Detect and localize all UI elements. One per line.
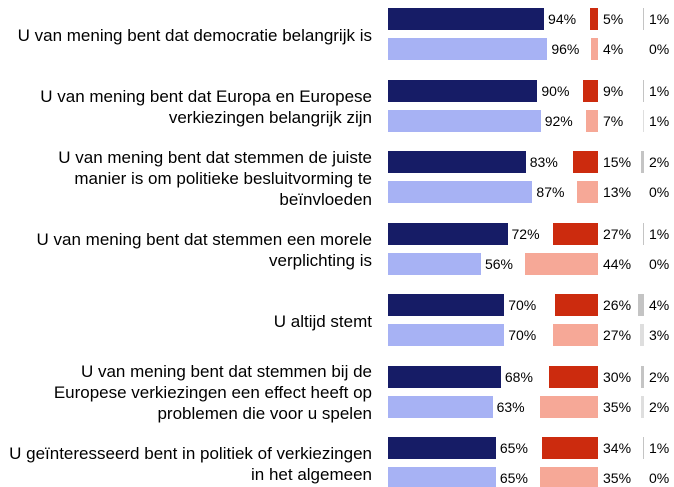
value-label: 56%: [484, 255, 513, 272]
bar: [589, 8, 598, 30]
bar: [573, 151, 598, 173]
value-label: 4%: [603, 41, 624, 57]
value-label: 94%: [548, 11, 577, 27]
category-label: U altijd stemt: [273, 311, 372, 331]
bar: [642, 109, 644, 132]
category-label: U van mening bent dat stemmen bij de Eur…: [53, 362, 372, 423]
value-label: 1%: [649, 440, 670, 456]
value-label: 0%: [649, 184, 670, 200]
bar: [388, 109, 541, 132]
bar: [388, 151, 526, 173]
value-label: 0%: [649, 41, 670, 57]
bar: [388, 222, 508, 245]
value-label: 13%: [603, 184, 632, 200]
bar: [641, 151, 644, 173]
bar: [388, 395, 493, 418]
value-label: 90%: [541, 82, 570, 99]
bar: [638, 294, 644, 316]
bar: [388, 324, 505, 346]
value-label: 87%: [536, 184, 565, 200]
value-label: 1%: [649, 112, 670, 129]
value-label: 2%: [649, 398, 670, 415]
bar: [583, 79, 598, 102]
value-label: 1%: [649, 11, 670, 27]
bar: [591, 38, 598, 60]
value-label: 65%: [499, 440, 528, 456]
value-label: 0%: [649, 470, 670, 486]
value-label: 34%: [603, 440, 632, 456]
value-label: 4%: [649, 297, 670, 313]
value-label: 35%: [603, 470, 632, 486]
bar: [641, 365, 644, 388]
value-label: 7%: [603, 112, 624, 129]
bar: [548, 365, 598, 388]
value-label: 27%: [603, 327, 632, 343]
bar: [388, 467, 496, 487]
bar: [639, 324, 644, 346]
bar: [553, 324, 598, 346]
bar: [555, 294, 598, 316]
bar: [586, 109, 598, 132]
value-label: 9%: [603, 82, 624, 99]
value-label: 3%: [649, 327, 670, 343]
bar: [388, 38, 548, 60]
bar: [540, 395, 598, 418]
value-label: 70%: [508, 327, 537, 343]
bar: [642, 8, 644, 30]
value-label: 2%: [649, 368, 670, 385]
bar: [388, 365, 501, 388]
value-label: 63%: [496, 398, 525, 415]
bar: [541, 437, 598, 459]
bar: [388, 79, 538, 102]
value-label: 92%: [544, 112, 573, 129]
category-label: U van mening bent dat democratie belangr…: [17, 25, 372, 45]
value-label: 27%: [603, 225, 632, 242]
value-label: 1%: [649, 82, 670, 99]
value-label: 15%: [603, 154, 632, 170]
bar: [576, 181, 598, 203]
category-label: U geïnteresseerd bent in politiek of ver…: [9, 444, 372, 484]
bar: [388, 181, 533, 203]
category-label: U van mening bent dat Europa en Europese…: [40, 86, 372, 127]
bar: [642, 79, 644, 102]
value-label: 72%: [511, 225, 540, 242]
value-label: 2%: [649, 154, 670, 170]
value-label: 70%: [508, 297, 537, 313]
bar: [553, 222, 598, 245]
category-label: U van mening bent dat stemmen een morele…: [36, 229, 372, 270]
value-label: 1%: [649, 225, 670, 242]
bar: [642, 437, 644, 459]
bar: [641, 395, 644, 418]
bar: [642, 222, 644, 245]
value-label: 0%: [649, 255, 670, 272]
bar: [388, 294, 505, 316]
value-label: 26%: [603, 297, 632, 313]
value-label: 68%: [504, 368, 533, 385]
value-label: 35%: [603, 398, 632, 415]
bar: [540, 467, 598, 487]
value-label: 96%: [551, 41, 580, 57]
bar: [388, 8, 545, 30]
category-label: U van mening bent dat stemmen de juiste …: [58, 147, 372, 209]
bar: [388, 437, 496, 459]
value-label: 30%: [603, 368, 632, 385]
bar: [388, 252, 481, 275]
bar: [525, 252, 598, 275]
value-label: 44%: [603, 255, 632, 272]
value-label: 5%: [603, 11, 624, 27]
value-label: 65%: [499, 470, 528, 486]
value-label: 83%: [529, 154, 558, 170]
